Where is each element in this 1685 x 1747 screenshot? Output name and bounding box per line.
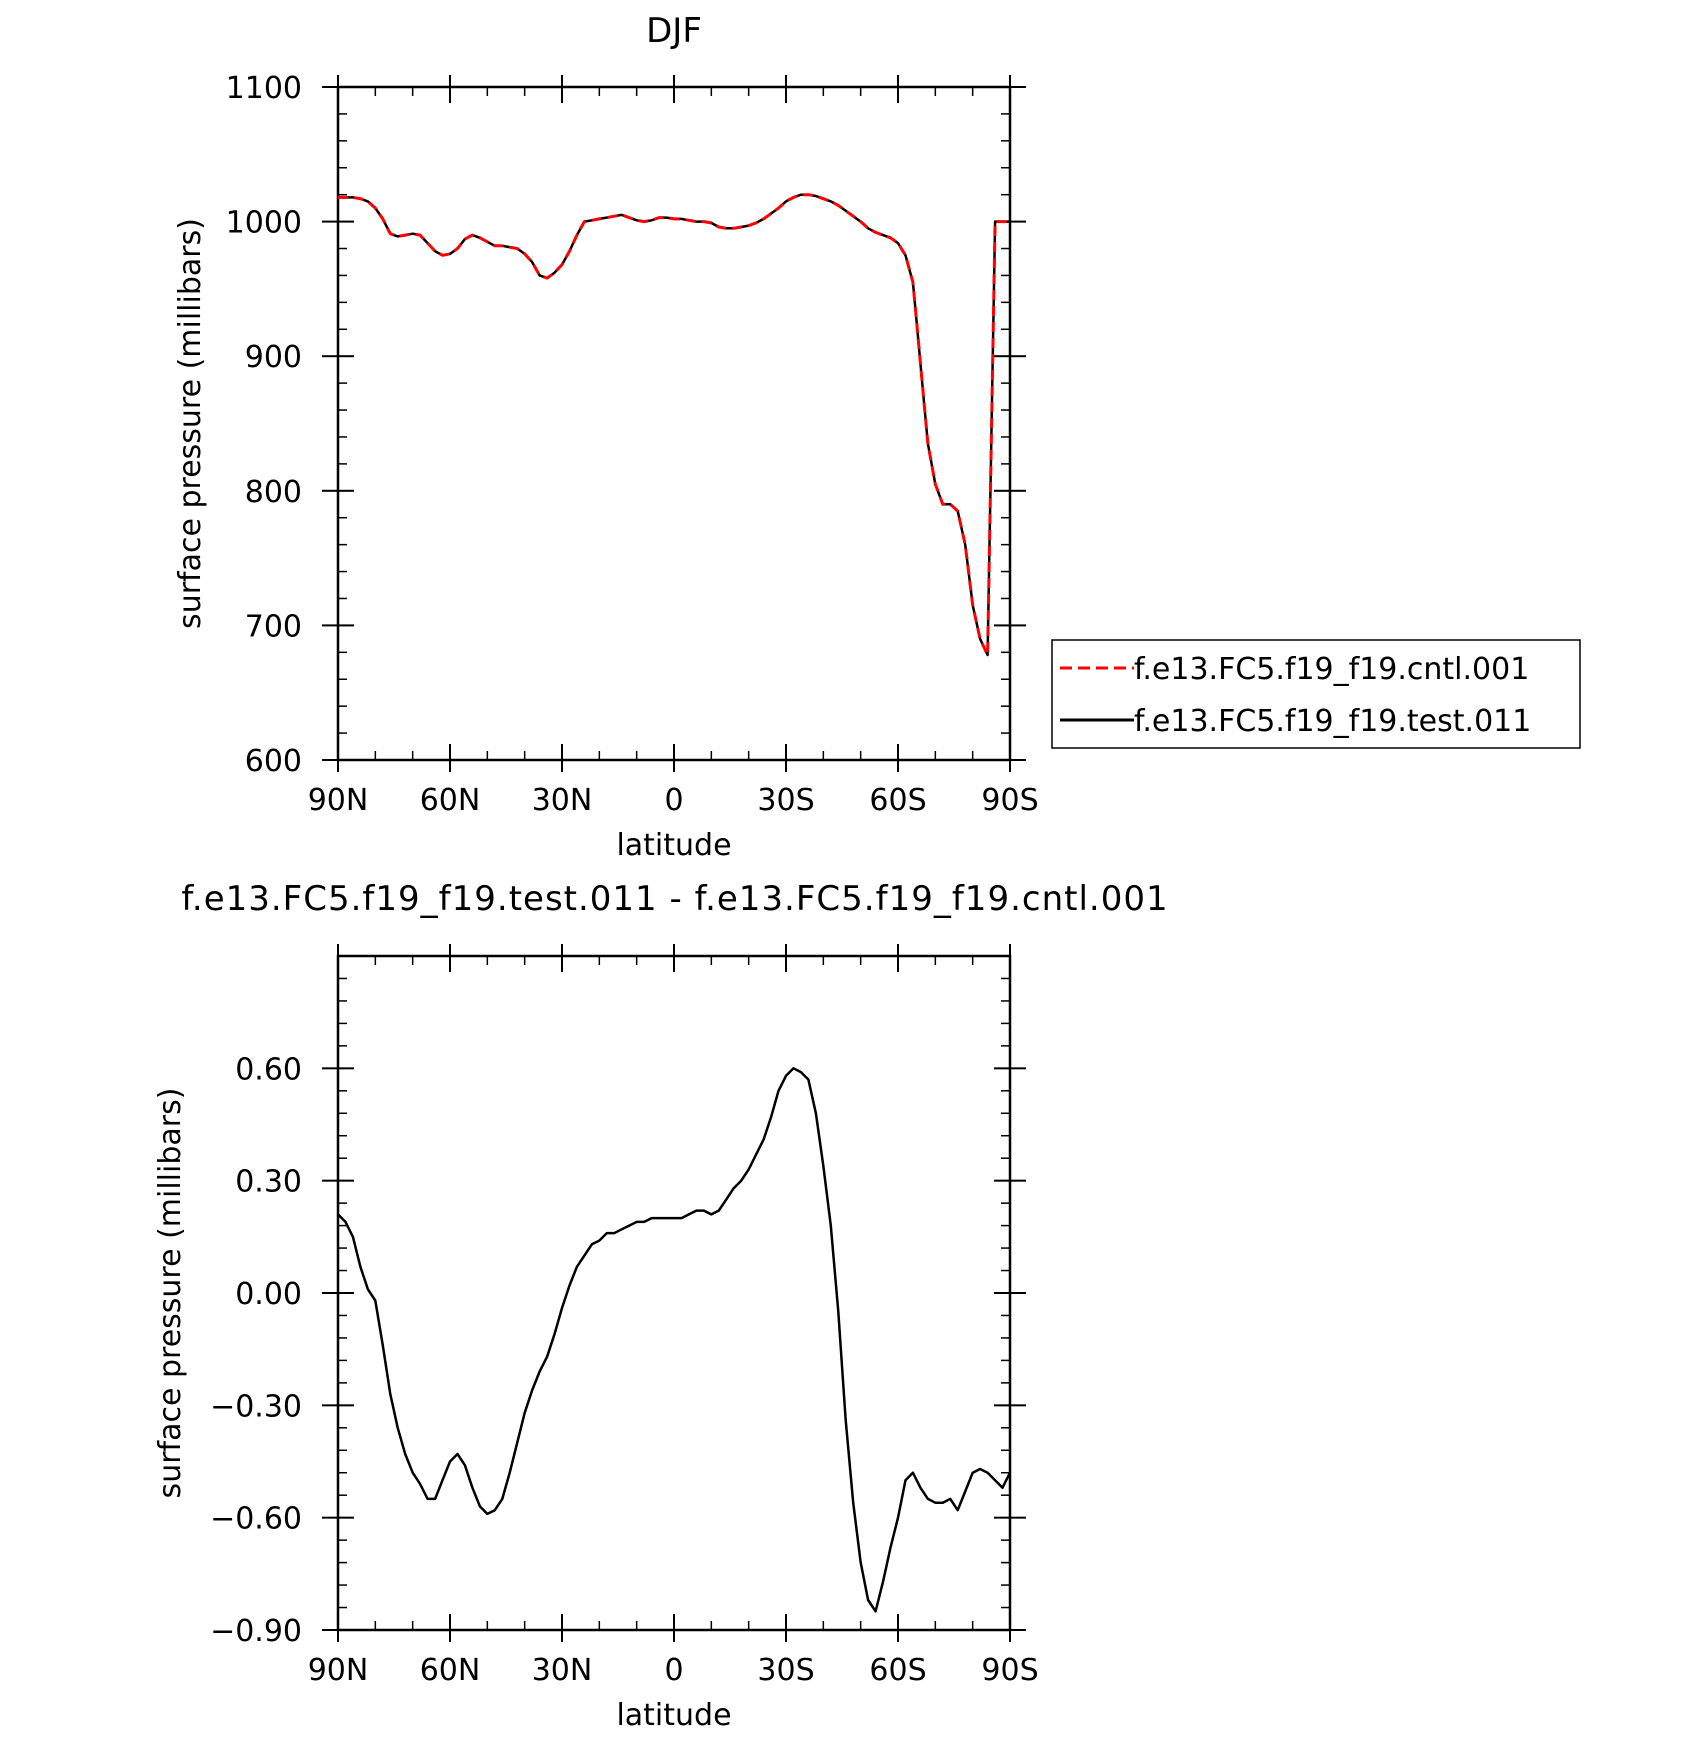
y-axis-title: surface pressure (millibars) — [173, 218, 208, 629]
x-tick-label: 0 — [664, 1653, 683, 1688]
x-tick-label: 30N — [532, 1653, 593, 1688]
y-tick-label: −0.30 — [210, 1389, 302, 1424]
y-tick-label: 600 — [245, 744, 302, 779]
y-tick-label: 1100 — [226, 71, 302, 106]
x-tick-label: 30S — [757, 1653, 814, 1688]
chart-title: f.e13.FC5.f19_f19.test.011 - f.e13.FC5.f… — [181, 879, 1168, 919]
y-tick-label: 0.30 — [235, 1165, 302, 1200]
y-tick-label: −0.60 — [210, 1502, 302, 1537]
x-tick-label: 90S — [981, 1653, 1038, 1688]
x-tick-label: 60S — [869, 1653, 926, 1688]
x-tick-label: 30N — [532, 783, 593, 818]
x-axis-title: latitude — [616, 828, 731, 863]
y-tick-label: 800 — [245, 475, 302, 510]
x-tick-label: 90N — [308, 783, 369, 818]
x-tick-label: 60N — [420, 783, 481, 818]
x-tick-label: 60N — [420, 1653, 481, 1688]
chart-title: DJF — [646, 11, 702, 51]
chart-difference: f.e13.FC5.f19_f19.test.011 - f.e13.FC5.f… — [153, 879, 1168, 1733]
y-axis-title: surface pressure (millibars) — [153, 1088, 188, 1499]
x-tick-label: 90N — [308, 1653, 369, 1688]
plot-frame — [336, 85, 1012, 762]
series-line-0 — [338, 1067, 1010, 1613]
plot-frame — [336, 954, 1012, 1632]
y-tick-label: 700 — [245, 609, 302, 644]
legend-label-0: f.e13.FC5.f19_f19.cntl.001 — [1134, 652, 1529, 687]
y-tick-label: 0.60 — [235, 1052, 302, 1087]
x-tick-label: 90S — [981, 783, 1038, 818]
y-tick-label: 1000 — [226, 206, 302, 241]
x-tick-label: 30S — [757, 783, 814, 818]
x-tick-label: 0 — [664, 783, 683, 818]
series-line-0 — [338, 193, 1010, 657]
y-tick-label: 0.00 — [235, 1277, 302, 1312]
x-tick-label: 60S — [869, 783, 926, 818]
chart-djf: DJF 90N 60N 30N 0 30S 60S 90S 600 700 800 900 1000 11… — [173, 11, 1581, 863]
y-tick-label: −0.90 — [210, 1614, 302, 1649]
legend-box — [1051, 639, 1581, 749]
legend-label-1: f.e13.FC5.f19_f19.test.011 — [1134, 704, 1531, 739]
x-axis-title: latitude — [616, 1698, 731, 1733]
y-tick-label: 900 — [245, 340, 302, 375]
